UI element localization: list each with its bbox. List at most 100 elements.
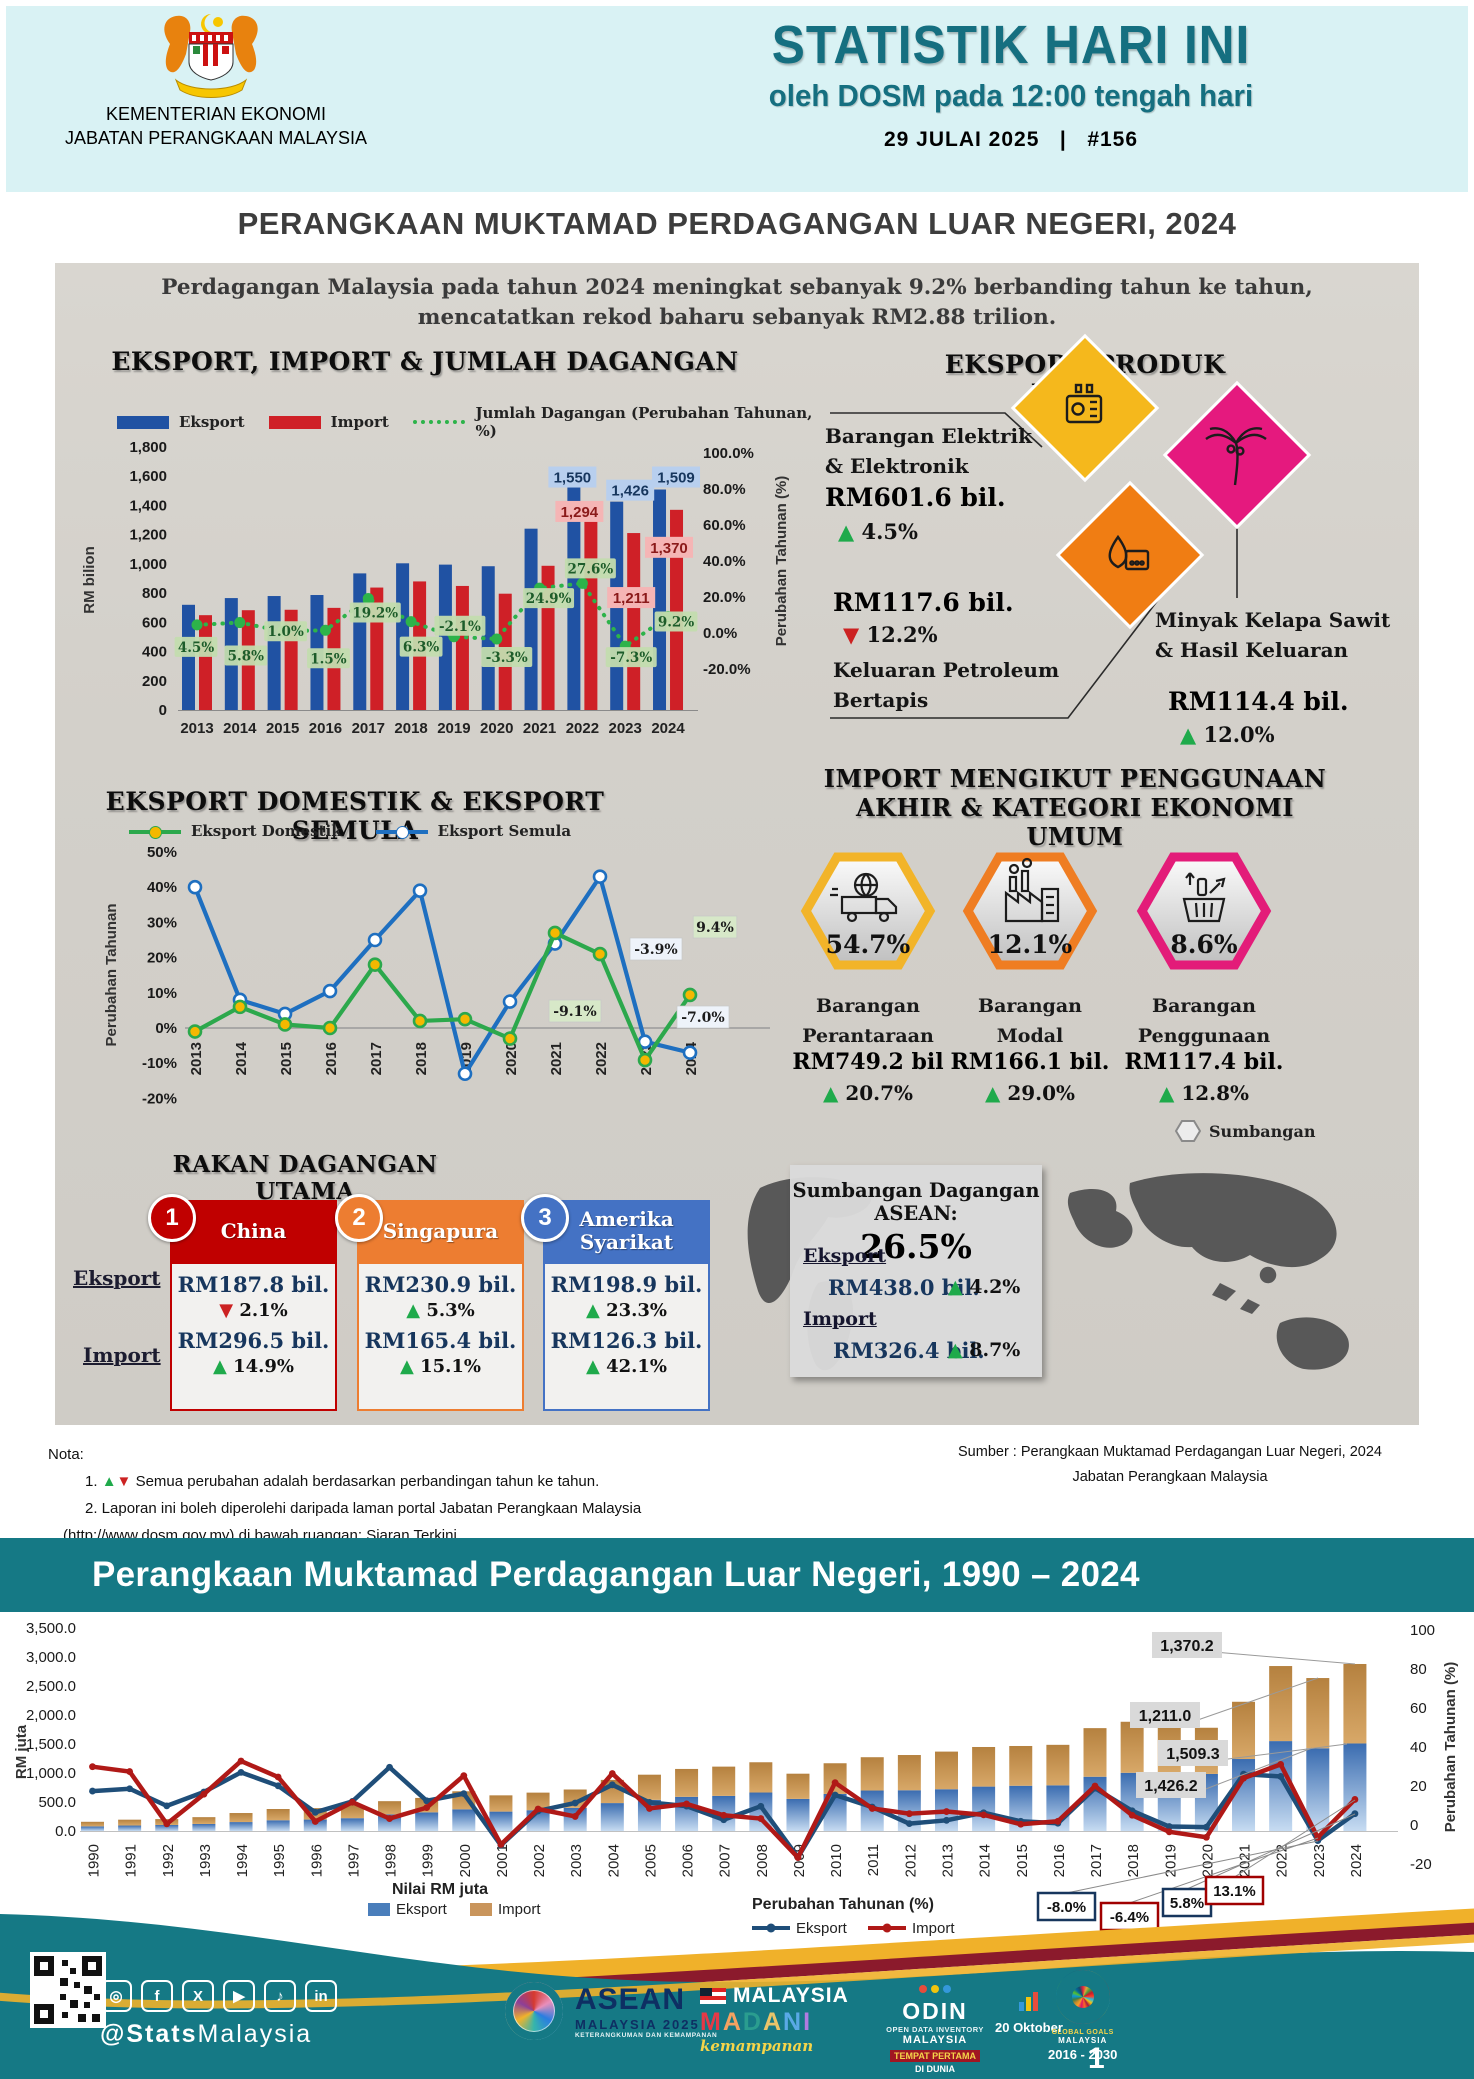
up-arrow-icon: ▲ <box>984 1081 1001 1105</box>
svg-text:2022: 2022 <box>566 720 599 737</box>
ministry-name: KEMENTERIAN EKONOMI JABATAN PERANGKAAN M… <box>36 102 396 150</box>
sumber-line2: Jabatan Perangkaan Malaysia <box>1072 1469 1268 1485</box>
svg-text:2004: 2004 <box>605 1844 622 1877</box>
date-line: 29 JULAI 2025 | #156 <box>616 128 1406 152</box>
svg-text:2011: 2011 <box>865 1844 882 1876</box>
factory-icon <box>1004 857 1060 923</box>
svg-text:2017: 2017 <box>352 720 385 737</box>
svg-text:1991: 1991 <box>123 1844 140 1877</box>
up-arrow-icon: ▲ <box>838 519 855 544</box>
svg-text:Perubahan Tahunan (%): Perubahan Tahunan (%) <box>1442 1662 1459 1833</box>
asean-eksport-value: RM438.0 bil. <box>828 1275 980 1300</box>
svg-text:-8.0%: -8.0% <box>1047 1899 1086 1916</box>
svg-text:60: 60 <box>1410 1700 1427 1717</box>
svg-text:1,509.3: 1,509.3 <box>1166 1746 1219 1763</box>
hex-change-modal: ▲ 29.0% <box>984 1081 1076 1105</box>
nota-item-1: 1. ▲▼ Semua perubahan adalah berdasarkan… <box>85 1473 600 1490</box>
hex-value-modal: RM166.1 bil. <box>950 1049 1110 1075</box>
svg-text:2003: 2003 <box>568 1844 585 1877</box>
asean-share: 26.5% <box>860 1227 972 1266</box>
instagram-icon: ◎ <box>100 1980 132 2012</box>
svg-text:2010: 2010 <box>828 1844 845 1877</box>
rakan-row-eksport: Eksport <box>73 1266 161 1290</box>
svg-text:2016: 2016 <box>1051 1844 1068 1877</box>
svg-text:2018: 2018 <box>413 1042 430 1075</box>
svg-text:5.8%: 5.8% <box>228 649 264 665</box>
svg-text:0.0%: 0.0% <box>703 625 737 642</box>
svg-text:20.0%: 20.0% <box>703 589 746 606</box>
svg-text:2017: 2017 <box>368 1042 385 1075</box>
domestik-swatch <box>128 825 181 839</box>
jata-negara-coat-of-arms <box>164 14 258 98</box>
infographic-panel: Perdagangan Malaysia pada tahun 2024 men… <box>55 263 1419 1425</box>
asean-swirl-icon <box>505 1982 563 2040</box>
svg-text:1,000.0: 1,000.0 <box>26 1765 76 1782</box>
svg-text:-3.9%: -3.9% <box>634 942 677 958</box>
banner-title: Perangkaan Muktamad Perdagangan Luar Neg… <box>92 1555 1140 1594</box>
oil-drop-icon <box>1108 534 1150 571</box>
produk-value-sawit: RM114.4 bil. <box>1168 687 1349 716</box>
svg-text:6.3%: 6.3% <box>403 640 439 656</box>
svg-text:-7.0%: -7.0% <box>681 1010 724 1026</box>
svg-text:2005: 2005 <box>642 1844 659 1877</box>
import-swatch <box>268 415 321 429</box>
issue-number: #156 <box>1087 128 1139 151</box>
svg-text:1,600: 1,600 <box>129 468 167 485</box>
partner-card-china: 1 China RM187.8 bil. ▼ 2.1% RM296.5 bil.… <box>148 1194 337 1411</box>
svg-text:2019: 2019 <box>437 720 470 737</box>
hex-value-perantaraan: RM749.2 bil <box>792 1049 944 1075</box>
header-band: KEMENTERIAN EKONOMI JABATAN PERANGKAAN M… <box>6 6 1468 192</box>
eksport-value: RM230.9 bil. <box>364 1272 517 1297</box>
intro-text: Perdagangan Malaysia pada tahun 2024 men… <box>55 273 1419 333</box>
svg-text:1,400: 1,400 <box>129 497 167 514</box>
up-arrow-icon: ▲ <box>585 1356 600 1377</box>
import-value: RM296.5 bil. <box>177 1328 330 1353</box>
up-arrow-icon: ▲ <box>948 1276 963 1298</box>
nota-heading: Nota: <box>48 1446 84 1463</box>
svg-text:8.6%: 8.6% <box>1170 930 1237 959</box>
svg-text:1,550: 1,550 <box>554 470 592 487</box>
svg-text:Perubahan Tahunan (%): Perubahan Tahunan (%) <box>752 1896 934 1913</box>
eksport-change: ▲ 23.3% <box>585 1300 668 1321</box>
svg-text:1993: 1993 <box>197 1844 214 1877</box>
down-arrow-icon: ▼ <box>219 1300 234 1321</box>
svg-text:Import: Import <box>498 1901 541 1918</box>
tiktok-icon: ♪ <box>264 1980 296 2012</box>
chart-eksport-import-jumlah: 1,800 1,600 1,400 1,200 1,000 800 600 400 200 0 10… <box>81 439 790 737</box>
svg-text:4.5%: 4.5% <box>178 640 214 656</box>
palm-tree-icon <box>1205 427 1267 486</box>
eksport-value: RM198.9 bil. <box>550 1272 703 1297</box>
svg-text:1998: 1998 <box>383 1844 400 1877</box>
produk-label: & Hasil Keluaran <box>1155 638 1349 662</box>
svg-text:20%: 20% <box>147 950 177 967</box>
produk-value-elektrik: RM601.6 bil. <box>825 483 1006 512</box>
svg-text:1995: 1995 <box>271 1844 288 1877</box>
date-separator: | <box>1059 128 1067 151</box>
asean-import-value: RM326.4 bil. <box>833 1338 985 1363</box>
up-arrow-icon: ▲ <box>585 1300 600 1321</box>
asean-import-label: Import <box>803 1308 877 1330</box>
svg-text:100.0%: 100.0% <box>703 445 754 462</box>
svg-text:500.0: 500.0 <box>38 1794 76 1811</box>
svg-text:RM juta: RM juta <box>13 1724 30 1779</box>
chart1-legend-jumlah: Jumlah Dagangan (Perubahan Tahunan, %) <box>412 404 817 440</box>
odin-logo: ODIN OPEN DATA INVENTORY MALAYSIA TEMPAT… <box>880 1980 990 2074</box>
svg-text:2000: 2000 <box>457 1844 474 1877</box>
svg-text:2013: 2013 <box>180 720 213 737</box>
partner-card-body: RM230.9 bil. ▲ 5.3% RM165.4 bil. ▲ 15.1% <box>357 1262 524 1411</box>
rank-badge: 1 <box>148 1194 196 1242</box>
chart-domestik-semula: 50% 40% 30% 20% 10% 0% -10% -20% Perubahan Tahun… <box>103 844 770 1107</box>
svg-text:400: 400 <box>142 644 167 661</box>
svg-text:2,000.0: 2,000.0 <box>26 1707 76 1724</box>
bar-chart-icon <box>1019 1992 1039 2011</box>
up-arrow-icon: ▲ <box>406 1300 421 1321</box>
intro-line2: mencatatkan rekod baharu sebanyak RM2.88… <box>417 305 1057 330</box>
header-titles: STATISTIK HARI INI oleh DOSM pada 12:00 … <box>616 14 1406 152</box>
semula-swatch <box>375 825 428 839</box>
svg-text:1990: 1990 <box>86 1844 103 1877</box>
facebook-icon: f <box>141 1980 173 2012</box>
odin-dots-icon <box>880 1980 990 1998</box>
eksport-change: ▲ 5.3% <box>406 1300 475 1321</box>
svg-text:1,294: 1,294 <box>561 504 599 521</box>
svg-text:2016: 2016 <box>309 720 342 737</box>
